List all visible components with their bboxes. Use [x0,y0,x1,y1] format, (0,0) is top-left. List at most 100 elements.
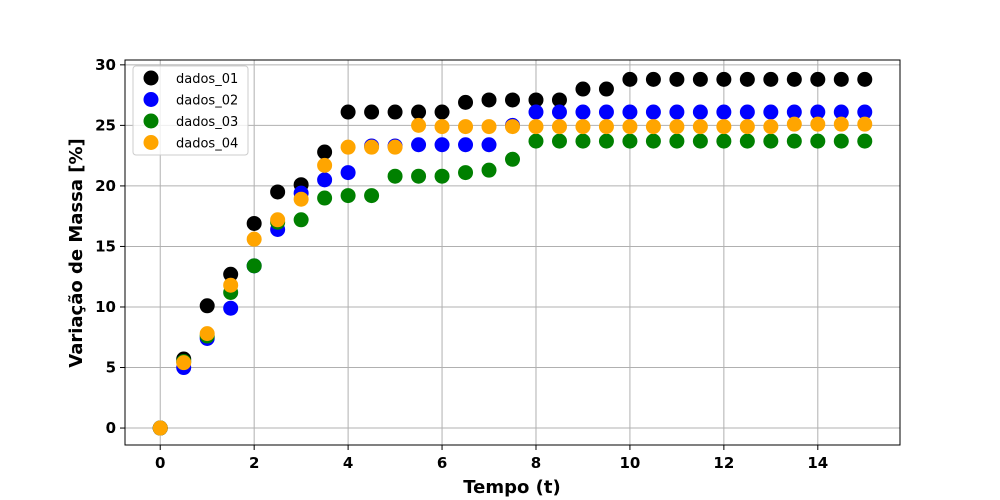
data-point-dados_03 [763,133,779,149]
y-axis-ticks: 0 5 10 15 20 25 30 [95,56,125,437]
x-tick-label: 8 [531,454,541,472]
data-point-dados_04 [645,119,661,135]
data-point-dados_03 [481,162,497,178]
data-point-dados_01 [411,104,427,120]
data-point-dados_03 [833,133,849,149]
data-point-dados_04 [270,212,286,228]
y-tick-label: 0 [106,419,116,437]
data-point-dados_03 [458,165,474,181]
data-point-dados_02 [669,104,685,120]
data-point-dados_01 [739,71,755,87]
data-point-dados_01 [223,266,239,282]
y-tick-label: 5 [106,359,116,377]
data-point-dados_04 [481,119,497,135]
legend: dados_01 dados_02 dados_03 dados_04 [132,65,249,156]
data-point-dados_02 [223,300,239,316]
data-point-dados_03 [810,133,826,149]
data-point-dados_04 [317,157,333,173]
data-point-dados_04 [434,119,450,135]
x-tick-label: 14 [807,454,828,472]
data-point-dados_01 [645,71,661,87]
data-point-dados_04 [810,116,826,132]
data-point-dados_03 [528,133,544,149]
data-point-dados_02 [458,137,474,153]
data-point-dados_01 [575,81,591,97]
data-point-dados_03 [598,133,614,149]
data-point-dados_03 [645,133,661,149]
data-point-dados_04 [293,191,309,207]
data-point-dados_02 [622,104,638,120]
data-point-dados_02 [692,104,708,120]
data-point-dados_02 [528,104,544,120]
data-point-dados_02 [716,104,732,120]
data-point-dados_03 [786,133,802,149]
data-point-dados_04 [152,420,168,436]
data-point-dados_01 [246,215,262,231]
data-point-dados_04 [786,116,802,132]
series-dados_03 [152,133,873,436]
data-point-dados_03 [411,168,427,184]
data-point-dados_03 [434,168,450,184]
data-point-dados_02 [317,172,333,188]
data-point-dados_03 [669,133,685,149]
legend-box [132,65,249,156]
data-point-dados_01 [551,92,567,108]
data-point-dados_01 [622,71,638,87]
data-point-dados_01 [364,104,380,120]
data-point-dados_01 [716,71,732,87]
x-axis-label: Tempo (t) [463,477,560,498]
legend-marker-dados_01 [143,70,159,86]
data-point-dados_03 [387,168,403,184]
x-tick-label: 0 [155,454,165,472]
data-point-dados_04 [833,116,849,132]
data-point-dados_02 [575,104,591,120]
data-point-dados_01 [270,184,286,200]
data-point-dados_01 [692,71,708,87]
data-point-dados_01 [763,71,779,87]
data-point-dados_03 [857,133,873,149]
data-point-dados_03 [739,133,755,149]
data-point-dados_01 [810,71,826,87]
data-point-dados_03 [551,133,567,149]
data-point-dados_04 [622,119,638,135]
data-point-dados_04 [598,119,614,135]
x-axis-ticks: 0 2 4 6 8 10 12 14 [155,445,828,472]
data-point-dados_04 [340,139,356,155]
x-tick-label: 2 [249,454,259,472]
data-point-dados_01 [669,71,685,87]
data-point-dados_04 [528,119,544,135]
data-point-dados_01 [317,144,333,160]
data-point-dados_03 [622,133,638,149]
data-point-dados_02 [786,104,802,120]
legend-label: dados_03 [176,115,238,130]
data-point-dados_04 [505,119,520,135]
data-point-dados_01 [598,81,614,97]
data-point-dados_03 [692,133,708,149]
data-point-dados_02 [598,104,614,120]
data-point-dados_01 [505,92,520,108]
series-dados_04 [152,116,873,436]
x-tick-label: 10 [619,454,640,472]
legend-label: dados_04 [176,137,238,152]
data-point-dados_01 [458,94,474,110]
data-point-dados_04 [223,277,239,293]
data-point-dados_02 [411,137,427,153]
data-point-dados_04 [411,117,427,133]
plot-area-frame [124,59,901,446]
data-point-dados_01 [528,92,544,108]
y-tick-label: 20 [95,177,116,195]
y-tick-label: 10 [95,298,116,316]
data-point-dados_03 [364,188,380,204]
data-point-dados_04 [857,116,873,132]
legend-label: dados_02 [176,94,238,109]
data-point-dados_02 [857,104,873,120]
data-point-dados_01 [199,298,215,314]
data-point-dados_02 [763,104,779,120]
data-point-dados_04 [246,231,262,247]
data-point-dados_02 [810,104,826,120]
data-point-dados_02 [340,165,356,181]
x-tick-label: 12 [713,454,734,472]
data-point-dados_01 [786,71,802,87]
legend-marker-dados_02 [143,92,159,107]
